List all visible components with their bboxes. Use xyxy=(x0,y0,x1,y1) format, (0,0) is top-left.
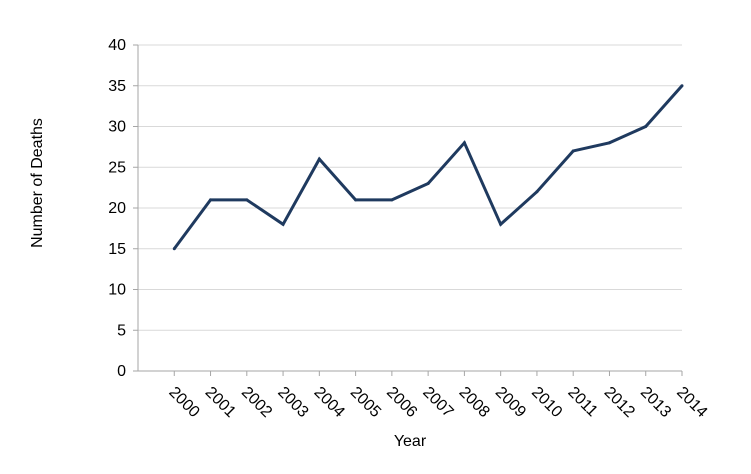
x-tick-labels: 2000 2001 2002 2003 2004 2005 2006 2007 2008 2009… xyxy=(165,384,710,421)
data-point xyxy=(499,222,503,226)
y-tick-label: 10 xyxy=(108,282,126,299)
x-tick-label: 2010 xyxy=(528,384,565,421)
data-point xyxy=(390,198,394,202)
y-tick-label: 25 xyxy=(108,159,126,176)
y-tick-label: 35 xyxy=(108,78,126,95)
x-axis-title: Year xyxy=(394,433,427,450)
x-tick-label: 2008 xyxy=(456,384,493,421)
data-point xyxy=(209,198,213,202)
data-point xyxy=(317,157,321,161)
y-tick-label: 5 xyxy=(117,322,126,339)
x-tick-label: 2006 xyxy=(383,384,420,421)
y-tick-label: 0 xyxy=(117,363,126,380)
x-tick-label: 2000 xyxy=(165,384,202,421)
data-point xyxy=(426,182,430,186)
data-point xyxy=(462,141,466,145)
x-tick-label: 2005 xyxy=(347,384,384,421)
x-tick-label: 2014 xyxy=(673,384,710,421)
data-point xyxy=(607,141,611,145)
x-tick-label: 2002 xyxy=(238,384,275,421)
x-tick-label: 2012 xyxy=(601,384,638,421)
data-point xyxy=(245,198,249,202)
y-tick-labels: 0 5 10 15 20 25 30 35 40 xyxy=(108,37,126,380)
data-point xyxy=(644,125,648,128)
data-point xyxy=(354,198,358,202)
y-tick-label: 40 xyxy=(108,37,126,54)
data-point xyxy=(535,190,539,194)
x-tick-label: 2003 xyxy=(274,384,311,421)
x-tick-label: 2004 xyxy=(311,384,348,421)
data-point xyxy=(571,149,575,153)
axes xyxy=(133,44,683,376)
x-tick-label: 2007 xyxy=(419,384,456,421)
y-tick-label: 20 xyxy=(108,200,126,217)
y-tick-label: 15 xyxy=(108,241,126,258)
series-layer xyxy=(172,84,684,251)
x-tick-label: 2013 xyxy=(637,384,674,421)
x-tick-label: 2001 xyxy=(202,384,239,421)
data-point xyxy=(680,84,684,88)
gridlines xyxy=(138,44,682,331)
data-point xyxy=(281,222,285,226)
x-tick-label: 2009 xyxy=(492,384,529,421)
x-tick-label: 2011 xyxy=(564,384,600,420)
y-axis-title: Number of Deaths xyxy=(29,118,46,248)
data-point xyxy=(172,247,176,251)
y-tick-label: 30 xyxy=(108,119,126,136)
